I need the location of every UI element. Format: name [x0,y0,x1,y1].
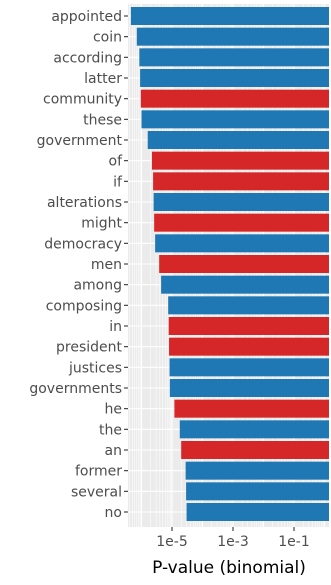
x-axis-ticks [171,527,295,531]
bar-composing [168,296,329,315]
y-tick-label-he: he [105,402,123,418]
y-tick-label-according: according [53,50,122,66]
bar-government [147,131,329,149]
bar-coin [136,27,329,46]
y-tick-label-latter: latter [84,71,122,87]
bar-among [161,275,329,294]
bar-he [174,399,329,418]
y-tick-label-president: president [56,340,123,356]
y-tick-label-appointed: appointed [51,9,122,25]
bar-president [169,337,329,356]
y-tick-label-might: might [81,216,122,232]
bar-appointed [130,7,329,25]
y-tick-label-men: men [91,257,122,273]
x-tick-label: 1e-1 [278,534,309,550]
bar-in [168,317,329,335]
y-tick-label-governments: governments [29,381,122,397]
bar-might [154,213,329,232]
y-tick-label-if: if [113,174,123,190]
bar-no [186,503,329,521]
bar-latter [140,69,329,87]
y-tick-label-several: several [71,484,122,500]
bars [130,7,329,521]
bar-justices [169,358,329,377]
bar-men [159,255,329,273]
y-tick-label-coin: coin [93,30,122,46]
y-tick-label-justices: justices [68,360,122,376]
bar-alterations [153,193,329,211]
x-tick-label: 1e-5 [156,534,187,550]
y-tick-label-in: in [109,319,122,335]
y-tick-label-former: former [75,464,122,480]
y-tick-label-no: no [105,505,122,521]
x-axis-title: P-value (binomial) [152,558,306,578]
y-tick-label-among: among [73,278,122,294]
bar-if [153,172,329,191]
y-tick-label-these: these [83,112,122,128]
bar-these [141,110,329,129]
y-tick-label-of: of [109,154,124,170]
y-tick-label-community: community [43,92,122,108]
bar-former [185,461,329,480]
y-tick-label-democracy: democracy [44,236,122,252]
bar-democracy [155,234,329,253]
bar-several [186,482,329,501]
y-tick-label-composing: composing [46,298,122,314]
y-axis-labels: appointed coin according latter community the… [29,9,123,521]
x-axis-labels: 1e-5 1e-3 1e-1 [156,534,309,550]
bar-governments [169,379,329,397]
bar-of [151,151,329,170]
y-tick-label-the: the [99,422,122,438]
y-tick-label-alterations: alterations [47,195,122,211]
y-tick-label-an: an [105,443,122,459]
y-axis-ticks [124,15,128,513]
x-tick-label: 1e-3 [217,534,248,550]
bar-community [140,89,329,108]
bar-an [181,441,329,459]
bar-according [139,48,329,67]
bar-the [179,420,329,439]
y-tick-label-government: government [37,133,123,149]
